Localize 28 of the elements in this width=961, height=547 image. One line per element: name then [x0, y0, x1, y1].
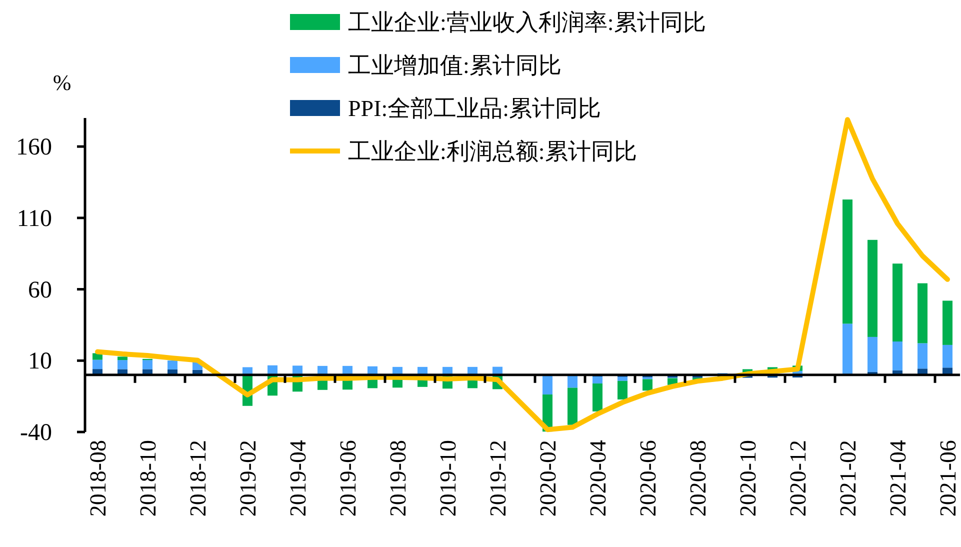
y-tick-label: 60	[28, 277, 52, 304]
x-tick-label: 2018-08	[86, 440, 110, 517]
legend-label: 工业企业:营业收入利润率:累计同比	[348, 10, 706, 35]
x-tick-label: 2019-02	[236, 440, 260, 517]
y-tick-label: 110	[16, 206, 52, 232]
y-tick-label: 160	[16, 134, 52, 161]
x-tick-label: 2018-10	[136, 440, 160, 517]
y-tick-label: 10	[28, 348, 52, 375]
x-tick-label: 2021-06	[936, 440, 960, 517]
x-tick-label: 2020-06	[636, 440, 660, 517]
x-tick-label: 2020-04	[586, 440, 610, 517]
y-tick-label: -40	[20, 420, 52, 446]
x-tick-label: 2020-10	[736, 440, 760, 517]
x-tick-label: 2021-02	[836, 440, 860, 517]
x-tick-label: 2019-12	[486, 440, 510, 517]
legend-label: 工业增加值:累计同比	[348, 53, 562, 78]
y-axis-title: %	[52, 70, 72, 95]
x-tick-label: 2019-08	[386, 440, 410, 517]
x-tick-label: 2019-10	[436, 440, 460, 517]
x-tick-label: 2019-04	[286, 440, 310, 517]
legend-label: 工业企业:利润总额:累计同比	[348, 139, 637, 164]
x-tick-label: 2018-12	[186, 440, 210, 517]
x-tick-label: 2020-12	[786, 440, 810, 517]
x-tick-label: 2020-02	[536, 440, 560, 517]
legend-label: PPI:全部工业品:累计同比	[348, 96, 602, 121]
x-tick-label: 2020-08	[686, 440, 710, 517]
x-tick-label: 2021-04	[886, 440, 910, 517]
x-tick-label: 2019-06	[336, 440, 360, 517]
